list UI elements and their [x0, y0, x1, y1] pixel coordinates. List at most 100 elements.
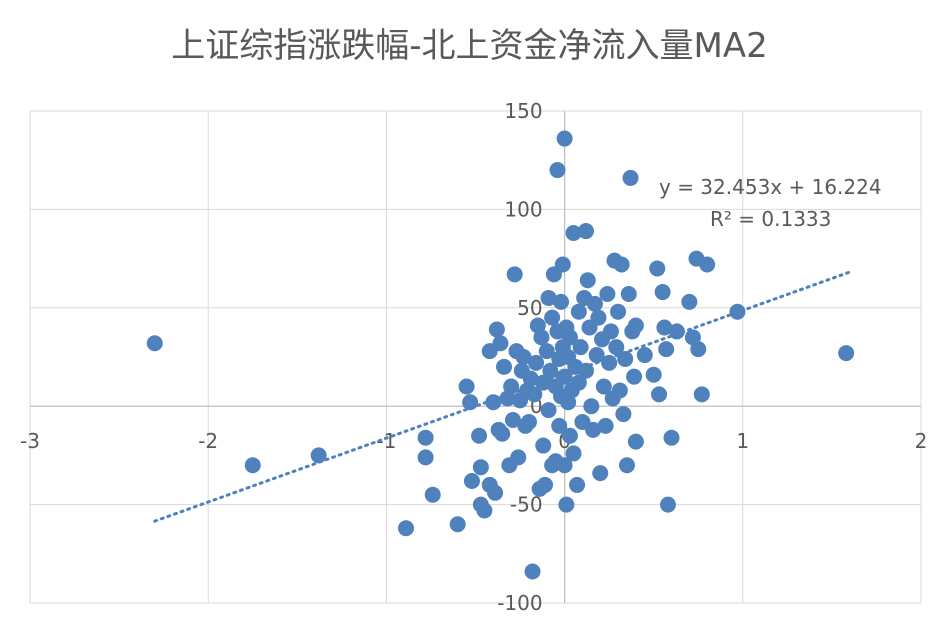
- data-point: [554, 256, 571, 273]
- data-point: [526, 386, 543, 403]
- data-point: [590, 309, 607, 326]
- data-point: [524, 563, 541, 580]
- data-point: [553, 293, 570, 310]
- data-point: [658, 341, 675, 358]
- x-tick-label: 2: [915, 429, 928, 453]
- data-point: [599, 286, 616, 303]
- data-point: [645, 366, 662, 383]
- data-point: [487, 484, 504, 501]
- data-point: [504, 411, 521, 428]
- data-point: [699, 256, 716, 273]
- y-tick-label: 50: [517, 296, 542, 320]
- data-point: [535, 437, 552, 454]
- data-point: [569, 476, 586, 493]
- data-point: [561, 427, 578, 444]
- data-point: [602, 323, 619, 340]
- data-point: [496, 358, 513, 375]
- data-point: [449, 516, 466, 533]
- data-point: [551, 417, 568, 434]
- data-point: [476, 502, 493, 519]
- data-point: [540, 289, 557, 306]
- data-point: [561, 329, 578, 346]
- data-point: [838, 345, 855, 362]
- data-point: [570, 374, 587, 391]
- data-point: [592, 465, 609, 482]
- data-point: [610, 303, 627, 320]
- data-point: [588, 347, 605, 364]
- data-point: [544, 309, 561, 326]
- data-point: [595, 378, 612, 395]
- x-tick-label: -2: [198, 429, 218, 453]
- trendline-r2: R² = 0.1333: [710, 207, 831, 231]
- y-tick-label: -100: [497, 591, 542, 615]
- data-point: [663, 429, 680, 446]
- data-point: [462, 394, 479, 411]
- y-tick-label: 100: [504, 197, 542, 221]
- data-point: [690, 341, 707, 358]
- data-point: [565, 225, 582, 242]
- data-point: [494, 425, 511, 442]
- y-tick-label: -50: [510, 493, 543, 517]
- data-point: [398, 520, 415, 537]
- data-point: [668, 323, 685, 340]
- data-point: [510, 449, 527, 466]
- data-point: [463, 472, 480, 489]
- data-point: [520, 413, 537, 430]
- data-point: [586, 295, 603, 312]
- data-point: [627, 433, 644, 450]
- data-point: [608, 339, 625, 356]
- data-point: [681, 293, 698, 310]
- data-point: [310, 447, 327, 464]
- data-point: [620, 286, 637, 303]
- data-point: [492, 335, 509, 352]
- data-point: [649, 260, 666, 277]
- data-point: [636, 347, 653, 364]
- data-point: [471, 427, 488, 444]
- data-point: [540, 402, 557, 419]
- data-point: [583, 398, 600, 415]
- x-tick-label: 1: [736, 429, 749, 453]
- data-point: [577, 223, 594, 240]
- data-point: [542, 362, 559, 379]
- data-point: [244, 457, 261, 474]
- data-point: [597, 417, 614, 434]
- data-point: [615, 406, 632, 423]
- trendline: [153, 270, 852, 523]
- data-point: [515, 349, 532, 365]
- data-point: [503, 378, 520, 395]
- chart-title: 上证综指涨跌幅-北上资金净流入量MA2: [171, 26, 768, 66]
- data-point: [617, 350, 634, 367]
- data-point: [556, 457, 573, 474]
- data-point: [613, 256, 630, 273]
- data-point: [570, 303, 587, 320]
- data-point: [651, 386, 668, 403]
- data-point: [572, 339, 589, 356]
- data-point: [659, 496, 676, 513]
- data-point: [693, 386, 710, 403]
- data-point: [611, 382, 628, 399]
- data-point: [656, 319, 673, 336]
- data-point: [146, 335, 163, 352]
- data-point: [626, 368, 643, 385]
- data-point: [538, 343, 555, 360]
- data-point: [424, 486, 441, 503]
- data-point: [417, 429, 434, 446]
- data-point: [556, 130, 573, 147]
- data-point: [472, 459, 489, 476]
- data-point: [565, 445, 582, 462]
- data-point: [618, 457, 635, 474]
- data-point: [549, 162, 566, 179]
- data-point: [528, 354, 545, 371]
- data-point: [506, 266, 523, 283]
- data-point: [585, 421, 602, 438]
- data-point: [558, 496, 575, 513]
- x-tick-label: -3: [20, 429, 40, 453]
- data-point: [533, 329, 550, 346]
- data-point: [627, 317, 644, 334]
- data-point: [579, 272, 596, 289]
- data-point: [522, 370, 539, 387]
- trendline-equation: y = 32.453x + 16.224: [659, 175, 882, 199]
- data-point: [458, 378, 475, 395]
